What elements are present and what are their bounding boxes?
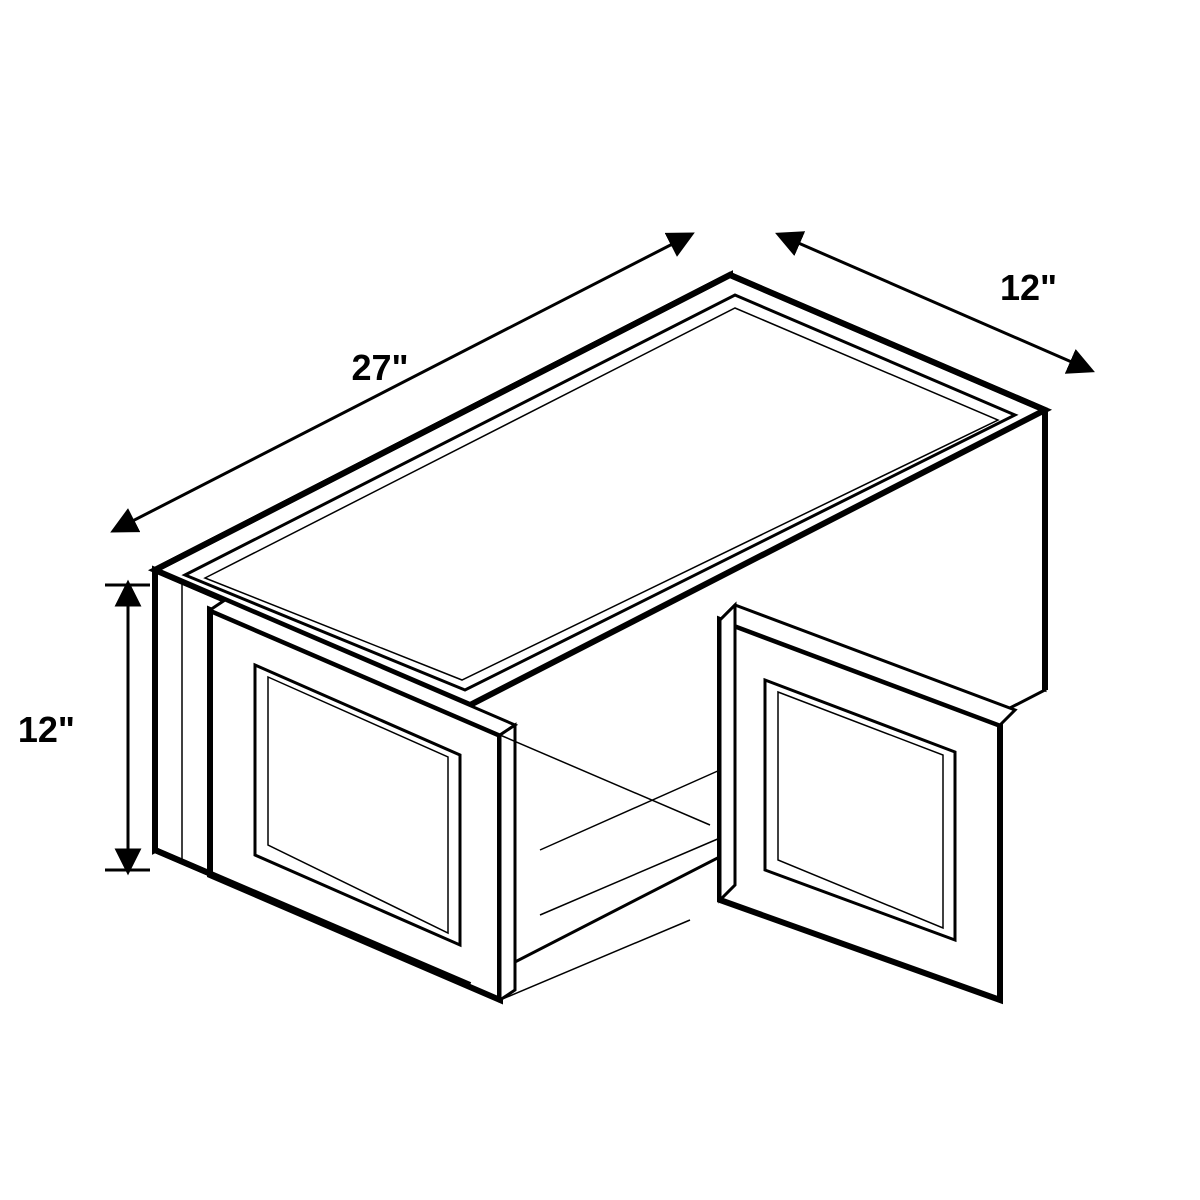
dimension-depth-label: 12": [1000, 267, 1057, 308]
dimension-width-label: 27": [351, 347, 408, 388]
dimension-height: 12": [18, 585, 150, 870]
cabinet-diagram: 27" 12" 12": [0, 0, 1200, 1200]
dimension-height-label: 12": [18, 709, 75, 750]
